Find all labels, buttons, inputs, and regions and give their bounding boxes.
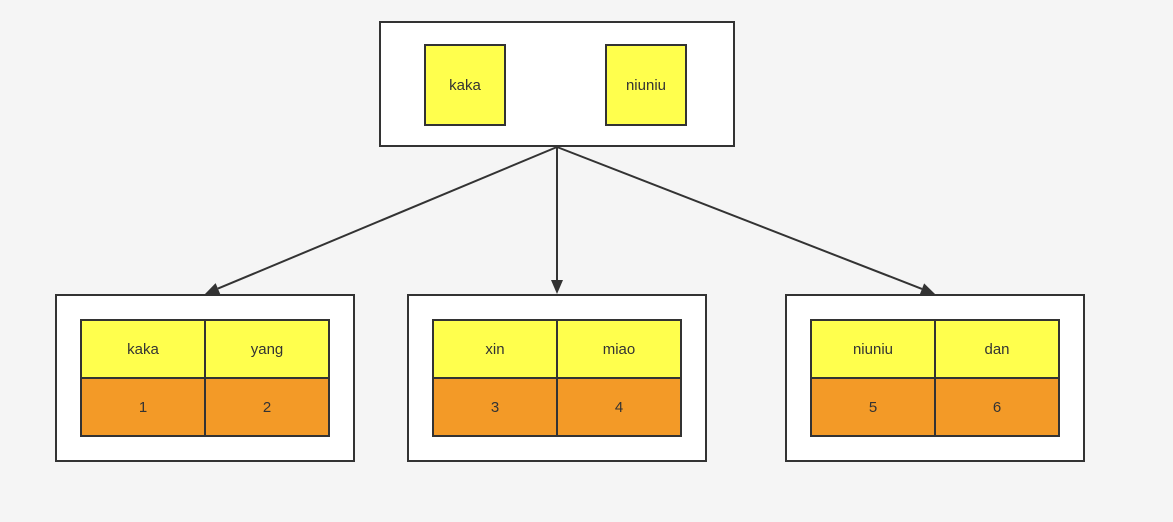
child-header-cell: niuniu <box>811 320 935 378</box>
root-item-label: niuniu <box>626 77 666 94</box>
header-text: niuniu <box>853 341 893 358</box>
child-value-row: 1 2 <box>81 378 329 436</box>
child-header-row: kaka yang <box>81 320 329 378</box>
header-text: yang <box>251 341 284 358</box>
value-text: 6 <box>993 399 1001 416</box>
child-value-row: 3 4 <box>433 378 681 436</box>
value-text: 2 <box>263 399 271 416</box>
child-value-cell: 6 <box>935 378 1059 436</box>
header-text: kaka <box>127 341 159 358</box>
child-value-cell: 1 <box>81 378 205 436</box>
root-item: kaka <box>424 44 506 126</box>
child-header-cell: miao <box>557 320 681 378</box>
header-text: dan <box>984 341 1009 358</box>
child-value-cell: 4 <box>557 378 681 436</box>
child-value-cell: 3 <box>433 378 557 436</box>
child-header-cell: dan <box>935 320 1059 378</box>
header-text: xin <box>485 341 504 358</box>
root-item: niuniu <box>605 44 687 126</box>
value-text: 3 <box>491 399 499 416</box>
child-header-row: niuniu dan <box>811 320 1059 378</box>
child-header-cell: yang <box>205 320 329 378</box>
child-table: kaka yang 1 2 <box>80 319 330 437</box>
header-text: miao <box>603 341 636 358</box>
value-text: 5 <box>869 399 877 416</box>
value-text: 1 <box>139 399 147 416</box>
diagram-canvas: kaka niuniu kaka yang 1 2 xin miao 3 4 n… <box>0 0 1173 522</box>
value-text: 4 <box>615 399 623 416</box>
child-header-row: xin miao <box>433 320 681 378</box>
child-header-cell: kaka <box>81 320 205 378</box>
child-table: xin miao 3 4 <box>432 319 682 437</box>
root-item-label: kaka <box>449 77 481 94</box>
child-value-cell: 2 <box>205 378 329 436</box>
child-value-row: 5 6 <box>811 378 1059 436</box>
child-table: niuniu dan 5 6 <box>810 319 1060 437</box>
child-value-cell: 5 <box>811 378 935 436</box>
child-header-cell: xin <box>433 320 557 378</box>
